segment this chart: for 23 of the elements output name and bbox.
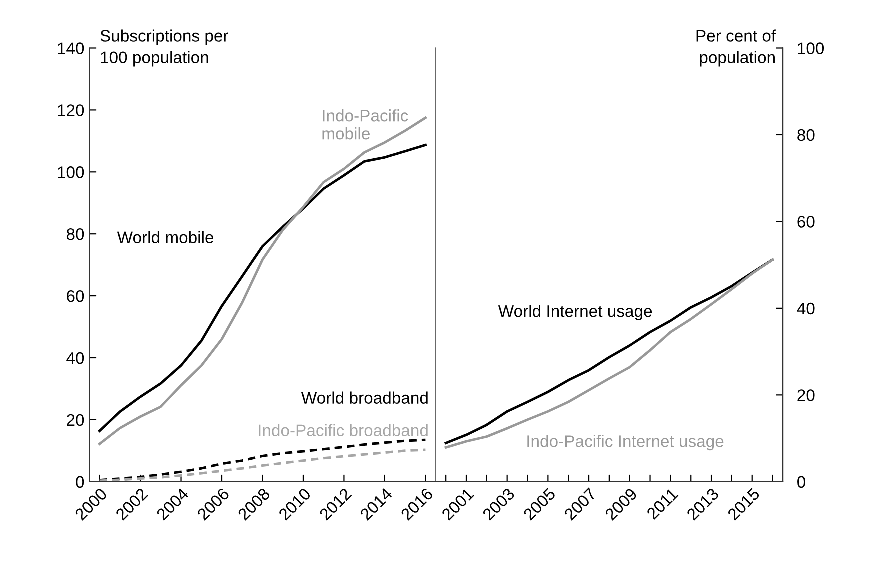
y2-tick-label: 0	[798, 476, 806, 488]
text: World mobile	[117, 231, 214, 244]
y-tick-label: 60	[67, 290, 84, 302]
series-label: Indo-Pacific Internet usage	[528, 435, 724, 451]
y-tick-label: 120	[58, 104, 84, 116]
y-axis-title: Subscriptions per 100 population	[100, 30, 228, 67]
series-label: Indo-Pacific broadband	[259, 424, 428, 437]
series-label: World Internet usage	[498, 305, 652, 321]
y2-tick-label: 20	[798, 390, 815, 402]
series-label: Indo-Pacific mobile	[322, 110, 408, 140]
y-tick-label: 0	[76, 476, 84, 488]
y2-axis-title: Per cent of population	[696, 30, 776, 67]
y-tick-label: 20	[67, 414, 84, 426]
y-tick-label: 80	[66, 228, 84, 240]
y2-tick-label: 40	[797, 302, 815, 315]
y2-tick-label: 60	[798, 216, 815, 228]
y2-tick-label: 80	[798, 129, 815, 142]
y2-tick-label: 100	[798, 42, 824, 54]
y-tick-label: 100	[58, 166, 84, 178]
line-series	[98, 448, 427, 482]
y-tick-label: 40	[66, 352, 84, 364]
text: World broadband	[301, 392, 428, 404]
y-tick-label: 140	[58, 42, 84, 54]
